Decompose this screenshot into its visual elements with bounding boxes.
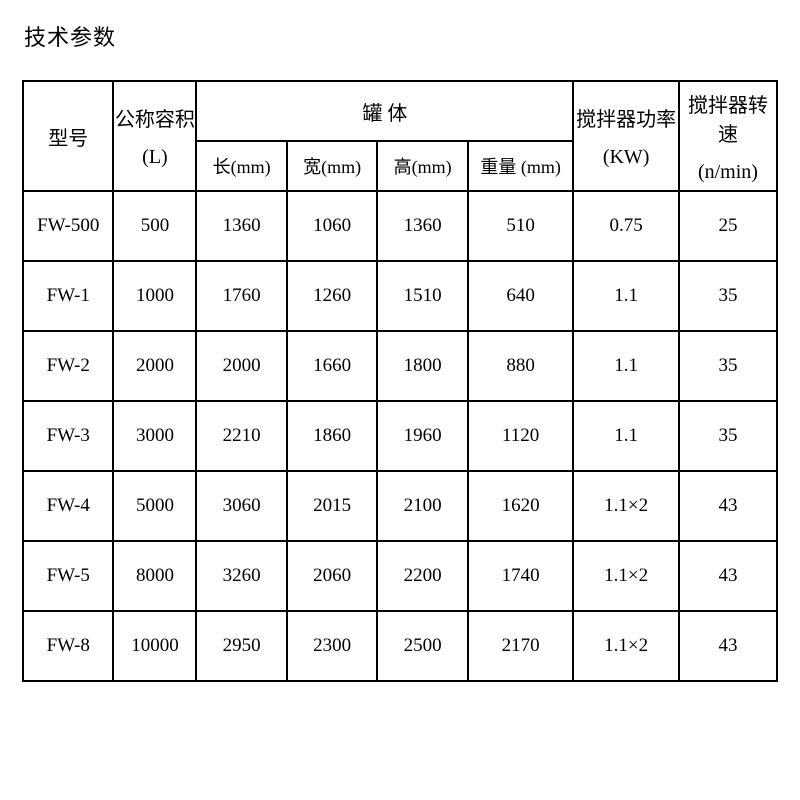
cell-length: 3260 (196, 541, 286, 611)
cell-width: 1860 (287, 401, 377, 471)
col-weight: 重量 (mm) (468, 141, 574, 191)
cell-volume: 1000 (113, 261, 196, 331)
cell-width: 1660 (287, 331, 377, 401)
cell-length: 2210 (196, 401, 286, 471)
col-power-label: 搅拌器功率 (574, 103, 678, 132)
cell-height: 1360 (377, 191, 467, 261)
cell-model: FW-5 (23, 541, 113, 611)
cell-volume: 2000 (113, 331, 196, 401)
table-row: FW-8 10000 2950 2300 2500 2170 1.1×2 43 (23, 611, 777, 681)
table-row: FW-5 8000 3260 2060 2200 1740 1.1×2 43 (23, 541, 777, 611)
cell-weight: 1120 (468, 401, 574, 471)
cell-power: 1.1×2 (573, 471, 679, 541)
cell-length: 1760 (196, 261, 286, 331)
table-row: FW-1 1000 1760 1260 1510 640 1.1 35 (23, 261, 777, 331)
cell-speed: 43 (679, 471, 777, 541)
col-height: 高(mm) (377, 141, 467, 191)
cell-width: 2060 (287, 541, 377, 611)
page-title: 技术参数 (24, 20, 778, 52)
col-volume-unit: (L) (114, 146, 195, 169)
cell-speed: 35 (679, 401, 777, 471)
cell-power: 1.1×2 (573, 611, 679, 681)
cell-height: 1960 (377, 401, 467, 471)
cell-weight: 1620 (468, 471, 574, 541)
col-volume-label: 公称容积 (114, 103, 195, 132)
cell-height: 1510 (377, 261, 467, 331)
cell-speed: 35 (679, 331, 777, 401)
col-model: 型号 (23, 81, 113, 191)
table-body: FW-500 500 1360 1060 1360 510 0.75 25 FW… (23, 191, 777, 681)
cell-weight: 880 (468, 331, 574, 401)
header-row-top: 型号 公称容积 (L) 罐 体 搅拌器功率 (KW) 搅拌器转速 (n/min) (23, 81, 777, 141)
cell-model: FW-4 (23, 471, 113, 541)
cell-volume: 5000 (113, 471, 196, 541)
cell-height: 2500 (377, 611, 467, 681)
cell-length: 2950 (196, 611, 286, 681)
cell-weight: 1740 (468, 541, 574, 611)
col-power-unit: (KW) (574, 146, 678, 169)
cell-model: FW-8 (23, 611, 113, 681)
cell-volume: 3000 (113, 401, 196, 471)
spec-table: 型号 公称容积 (L) 罐 体 搅拌器功率 (KW) 搅拌器转速 (n/min)… (22, 80, 778, 682)
cell-width: 1260 (287, 261, 377, 331)
cell-length: 1360 (196, 191, 286, 261)
page: 技术参数 型号 公称容积 (L) 罐 体 搅拌器功 (0, 0, 800, 702)
cell-speed: 43 (679, 541, 777, 611)
table-row: FW-4 5000 3060 2015 2100 1620 1.1×2 43 (23, 471, 777, 541)
table-row: FW-2 2000 2000 1660 1800 880 1.1 35 (23, 331, 777, 401)
cell-width: 2300 (287, 611, 377, 681)
col-width: 宽(mm) (287, 141, 377, 191)
col-length: 长(mm) (196, 141, 286, 191)
cell-speed: 43 (679, 611, 777, 681)
col-speed-label: 搅拌器转速 (680, 89, 776, 147)
cell-power: 1.1 (573, 261, 679, 331)
col-model-label: 型号 (24, 122, 112, 151)
col-speed: 搅拌器转速 (n/min) (679, 81, 777, 191)
table-row: FW-3 3000 2210 1860 1960 1120 1.1 35 (23, 401, 777, 471)
cell-weight: 640 (468, 261, 574, 331)
cell-model: FW-500 (23, 191, 113, 261)
cell-volume: 500 (113, 191, 196, 261)
cell-speed: 25 (679, 191, 777, 261)
cell-height: 2100 (377, 471, 467, 541)
cell-length: 3060 (196, 471, 286, 541)
cell-model: FW-1 (23, 261, 113, 331)
col-tank-group: 罐 体 (196, 81, 573, 141)
cell-power: 1.1×2 (573, 541, 679, 611)
cell-power: 0.75 (573, 191, 679, 261)
cell-volume: 8000 (113, 541, 196, 611)
col-power: 搅拌器功率 (KW) (573, 81, 679, 191)
cell-power: 1.1 (573, 401, 679, 471)
cell-volume: 10000 (113, 611, 196, 681)
cell-height: 1800 (377, 331, 467, 401)
cell-height: 2200 (377, 541, 467, 611)
cell-length: 2000 (196, 331, 286, 401)
cell-model: FW-2 (23, 331, 113, 401)
cell-weight: 510 (468, 191, 574, 261)
cell-weight: 2170 (468, 611, 574, 681)
cell-speed: 35 (679, 261, 777, 331)
cell-model: FW-3 (23, 401, 113, 471)
table-row: FW-500 500 1360 1060 1360 510 0.75 25 (23, 191, 777, 261)
cell-width: 1060 (287, 191, 377, 261)
cell-width: 2015 (287, 471, 377, 541)
col-volume: 公称容积 (L) (113, 81, 196, 191)
cell-power: 1.1 (573, 331, 679, 401)
col-speed-unit: (n/min) (680, 161, 776, 184)
